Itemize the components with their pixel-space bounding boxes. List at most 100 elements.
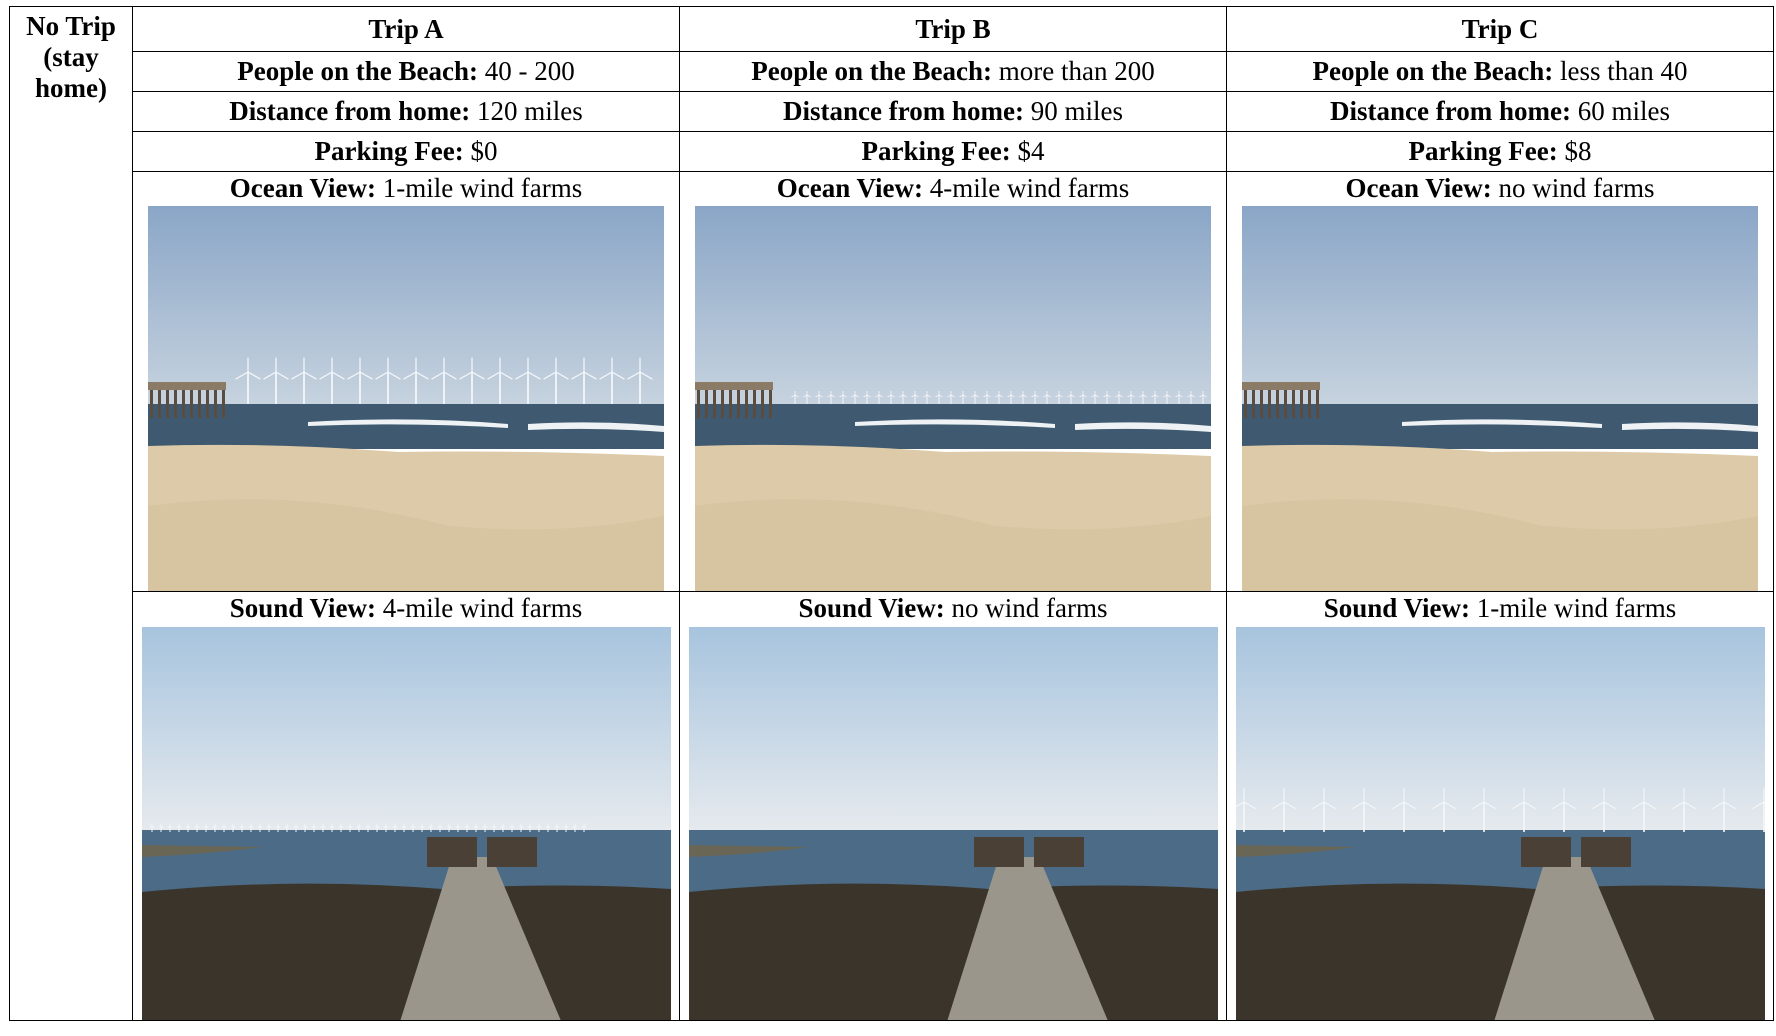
spit	[688, 844, 809, 857]
turbine-blade	[818, 395, 823, 398]
platform	[1033, 836, 1084, 867]
turbine-blade	[583, 371, 597, 381]
turbine-blade	[151, 825, 155, 828]
turbine-blade	[791, 395, 796, 398]
turbine-blade	[421, 825, 425, 828]
attribute-value: 60 miles	[1577, 96, 1670, 127]
turbine-blade	[511, 825, 515, 828]
turbine-blade	[169, 825, 173, 828]
turbine-blade	[1443, 801, 1456, 810]
attribute-label: People on the Beach:	[751, 56, 992, 87]
turbine-blade	[364, 825, 368, 828]
attribute-value: $0	[470, 136, 498, 167]
pier-post	[1268, 390, 1271, 419]
turbine-blade	[866, 395, 871, 398]
spit	[1235, 844, 1356, 857]
turbine-blade	[1403, 801, 1416, 810]
turbine-blade	[1431, 801, 1444, 810]
attribute-label: Parking Fee:	[314, 136, 464, 167]
attribute-label: Distance from home:	[783, 96, 1024, 127]
turbine-blade	[547, 825, 551, 828]
turbine-blade	[484, 825, 488, 828]
attribute-label: Sound View:	[798, 593, 945, 624]
turbine-blade	[466, 825, 470, 828]
view-caption: Sound View: 4-mile wind farms	[133, 592, 679, 624]
turbine-blade	[376, 825, 380, 828]
turbine-blade	[1115, 395, 1120, 398]
turbine-blade	[1091, 395, 1096, 398]
pier-post	[158, 390, 161, 419]
turbine-blade	[1019, 395, 1024, 398]
pier-deck	[695, 382, 773, 391]
ocean-content: Ocean View: no wind farms	[1227, 172, 1773, 592]
turbine-blade	[385, 825, 389, 828]
trip-header: Trip B	[679, 6, 1227, 52]
turbine-blade	[375, 371, 389, 381]
pier-post	[697, 390, 700, 419]
turbine-blade	[319, 825, 323, 828]
sound-cell: Sound View: 4-mile wind farms	[132, 591, 680, 1022]
turbine-blade	[250, 825, 254, 828]
turbine-blade	[277, 825, 281, 828]
pier-post	[769, 390, 772, 419]
turbine-blade	[205, 825, 209, 828]
turbine-blade	[502, 825, 506, 828]
platform	[426, 836, 477, 867]
turbine-blade	[490, 825, 494, 828]
turbine-blade	[583, 825, 587, 828]
sound-photo	[1235, 626, 1765, 1021]
turbine-blade	[1363, 801, 1376, 810]
sky	[148, 206, 664, 407]
people-cell: People on the Beach: less than 40	[1226, 51, 1774, 92]
turbine-blade	[938, 395, 943, 398]
turbine-blade	[391, 825, 395, 828]
turbine-blade	[1243, 801, 1256, 810]
pier-post	[721, 390, 724, 419]
sand-shade	[148, 499, 664, 592]
attribute-value: less than 40	[1559, 56, 1688, 87]
turbine-blade	[1271, 801, 1284, 810]
turbine-blade	[301, 825, 305, 828]
spit	[141, 844, 262, 857]
no-trip-label: No Trip (stay home)	[26, 11, 116, 104]
turbine-blade	[508, 825, 512, 828]
turbine-blade	[527, 371, 541, 381]
turbine-blade	[274, 825, 278, 828]
turbine-blade	[331, 825, 335, 828]
distance-cell: Distance from home: 60 miles	[1226, 91, 1774, 132]
turbine-blade	[412, 825, 416, 828]
turbine-blade	[556, 825, 560, 828]
turbine-blade	[283, 825, 287, 828]
turbine-blade	[562, 825, 566, 828]
attribute-value: more than 200	[998, 56, 1155, 87]
people-cell: People on the Beach: more than 200	[679, 51, 1227, 92]
turbine-blade	[1094, 395, 1099, 398]
turbine-blade	[971, 395, 976, 398]
distance-cell: Distance from home: 120 miles	[132, 91, 680, 132]
turbine-blade	[457, 825, 461, 828]
turbine-blade	[854, 395, 859, 398]
sky	[688, 626, 1218, 832]
turbine-blade	[184, 825, 188, 828]
turbine-blade	[382, 825, 386, 828]
turbine-blade	[1723, 801, 1736, 810]
turbine-blade	[160, 825, 164, 828]
people-cell: People on the Beach: 40 - 200	[132, 51, 680, 92]
pier-post	[1300, 390, 1303, 419]
turbine-blade	[878, 395, 883, 398]
ocean-photo	[148, 206, 664, 592]
turbine-blade	[220, 825, 224, 828]
turbine-blade	[875, 395, 880, 398]
turbine-blade	[1031, 395, 1036, 398]
turbine-blade	[487, 371, 501, 381]
sound-content: Sound View: 1-mile wind farms	[1227, 592, 1773, 1021]
turbine-blade	[430, 825, 434, 828]
turbine-blade	[481, 825, 485, 828]
turbine-blade	[1127, 395, 1132, 398]
turbine-blade	[1671, 801, 1684, 810]
attribute-label: Ocean View:	[229, 173, 376, 203]
turbine-blade	[1082, 395, 1087, 398]
attribute-label: Distance from home:	[1330, 96, 1571, 127]
turbine-blade	[238, 825, 242, 828]
turbine-blade	[304, 825, 308, 828]
